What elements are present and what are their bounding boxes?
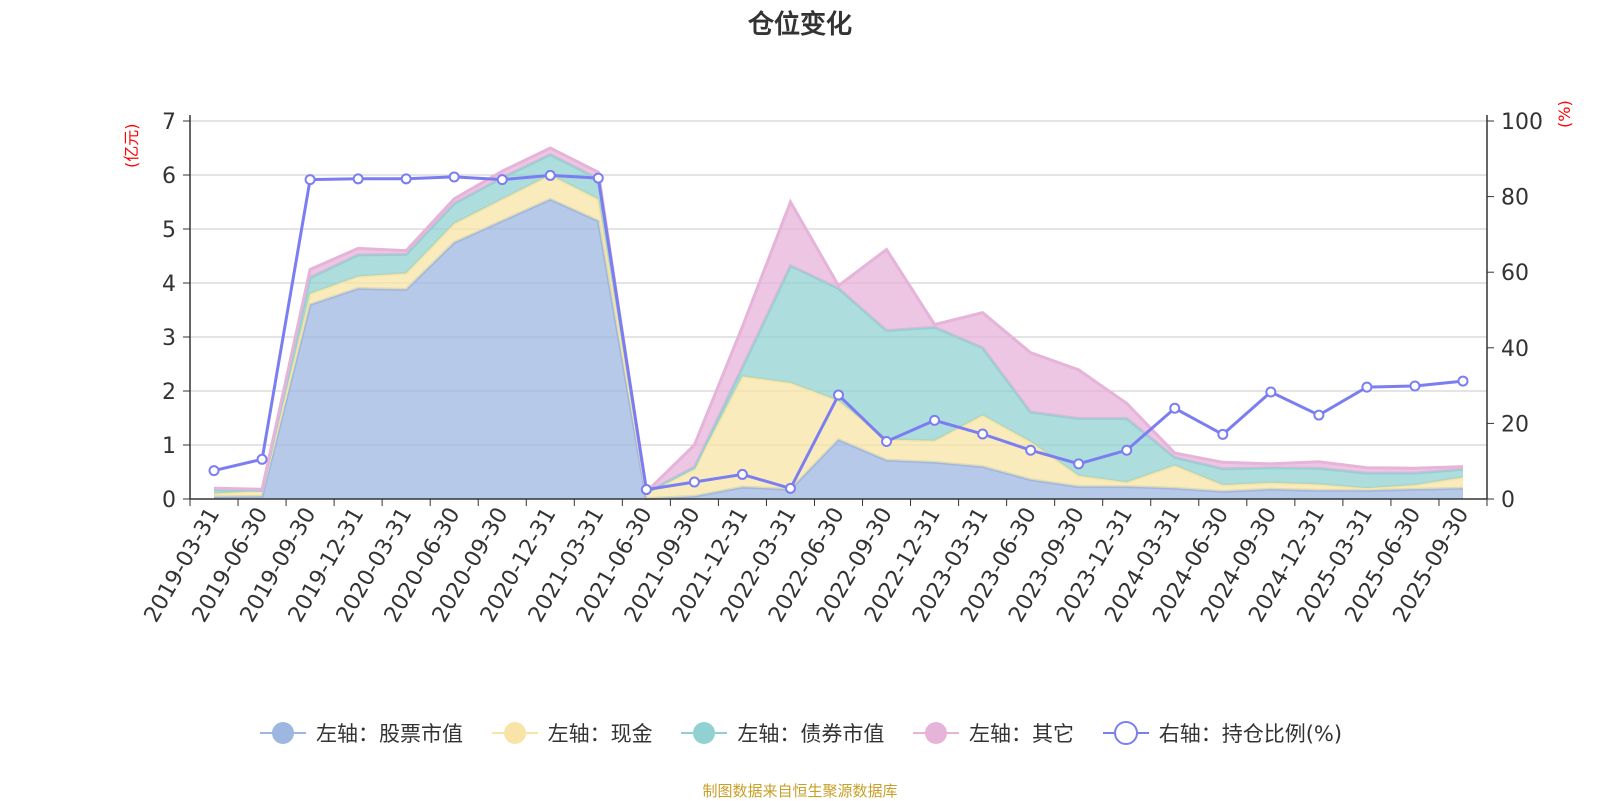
ratio-point	[352, 173, 364, 185]
ratio-point	[304, 174, 316, 186]
right-tick-label: 40	[1501, 337, 1529, 362]
ratio-line	[208, 169, 1469, 496]
ratio-point	[592, 172, 604, 184]
ratio-point	[1025, 444, 1037, 456]
legend-item-stock[interactable]: 左轴：股票市值	[258, 718, 463, 748]
ratio-point	[977, 428, 989, 440]
ratio-point	[881, 436, 893, 448]
ratio-point	[400, 173, 412, 185]
left-axis-unit: (亿元)	[122, 123, 141, 169]
area-cash	[214, 175, 1463, 499]
left-tick-label: 7	[162, 110, 176, 135]
cash-legend-icon	[491, 722, 538, 744]
legend-item-ratio[interactable]: 右轴：持仓比例(%)	[1101, 718, 1342, 748]
ratio-legend-icon	[1102, 721, 1149, 745]
other-legend-icon	[913, 722, 960, 744]
legend-item-other[interactable]: 左轴：其它	[911, 718, 1074, 748]
left-tick-label: 3	[162, 326, 176, 351]
ratio-point	[640, 484, 652, 496]
ratio-point	[448, 171, 460, 183]
ratio-point	[929, 414, 941, 426]
legend: 左轴：股票市值 左轴：现金 左轴：债券市值 左轴：其它 右轴：持仓比例(%)	[0, 718, 1600, 748]
area-edge-other	[213, 146, 1464, 496]
right-tick-label: 0	[1501, 488, 1515, 513]
right-tick-label: 20	[1501, 412, 1529, 437]
legend-item-cash[interactable]: 左轴：现金	[490, 718, 653, 748]
ratio-point	[833, 389, 844, 401]
legend-label-other: 左轴：其它	[969, 722, 1075, 746]
stacked-areas	[213, 146, 1464, 501]
ratio-point	[1169, 402, 1181, 414]
right-tick-label: 100	[1501, 110, 1543, 135]
chart-title: 仓位变化	[747, 10, 852, 40]
ratio-point	[256, 453, 268, 465]
ratio-point	[496, 174, 508, 186]
bond-legend-icon	[681, 722, 728, 744]
ratio-point	[1217, 428, 1229, 440]
ratio-point	[1121, 444, 1133, 456]
ratio-point	[208, 465, 220, 477]
ratio-point	[1265, 386, 1277, 398]
ratio-point	[688, 476, 700, 488]
ratio-point	[736, 468, 748, 480]
ratio-point	[1361, 381, 1373, 393]
ratio-point	[1457, 375, 1469, 387]
ratio-point	[1313, 409, 1325, 421]
right-tick-label: 80	[1501, 186, 1529, 211]
right-axis-unit: (%)	[1555, 100, 1574, 128]
ratio-point	[1409, 380, 1421, 392]
legend-label-stock: 左轴：股票市值	[315, 722, 463, 746]
legend-label-cash: 左轴：现金	[547, 722, 653, 746]
legend-label-bond: 左轴：债券市值	[737, 722, 885, 746]
area-stock	[214, 199, 1463, 500]
ratio-point	[1073, 458, 1085, 470]
left-tick-label: 1	[162, 434, 176, 459]
left-tick-label: 4	[162, 272, 176, 297]
left-tick-label: 6	[162, 164, 176, 189]
area-bond	[214, 154, 1463, 494]
left-tick-label: 5	[162, 218, 176, 243]
right-tick-label: 60	[1501, 261, 1529, 286]
left-tick-label: 2	[162, 380, 176, 405]
data-source: 制图数据来自恒生聚源数据库	[702, 782, 898, 800]
ratio-point	[784, 482, 796, 494]
legend-label-ratio: 右轴：持仓比例(%)	[1158, 722, 1343, 746]
stock-legend-icon	[259, 722, 306, 744]
legend-item-bond[interactable]: 左轴：债券市值	[679, 718, 884, 748]
left-tick-label: 0	[162, 488, 176, 513]
ratio-point	[544, 169, 556, 181]
